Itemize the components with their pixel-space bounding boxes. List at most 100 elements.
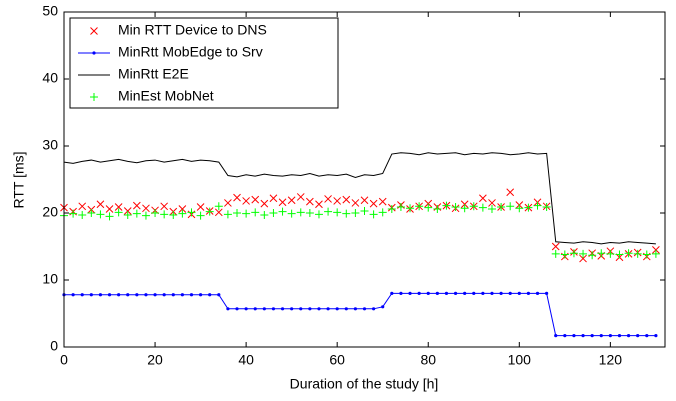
x-tick-label: 120 — [599, 352, 623, 368]
legend-label: MinEst MobNet — [118, 88, 214, 104]
plus-marker — [351, 209, 360, 217]
plus-marker — [205, 207, 214, 216]
plus-marker — [105, 212, 114, 221]
x-marker — [296, 193, 305, 201]
dot-marker — [581, 334, 585, 338]
plus-marker — [251, 208, 260, 217]
x-marker — [324, 195, 332, 203]
plus-marker — [342, 209, 351, 218]
x-marker — [96, 200, 105, 209]
dot-marker — [399, 291, 403, 295]
x-marker — [306, 197, 314, 206]
x-marker — [424, 199, 433, 208]
plus-marker — [233, 209, 242, 217]
dot-marker — [563, 334, 567, 338]
dot-marker — [126, 293, 130, 297]
x-marker — [278, 198, 287, 207]
dot-marker — [490, 291, 494, 295]
series-line — [63, 152, 656, 245]
x-marker — [78, 202, 87, 211]
dot-marker — [599, 334, 603, 338]
x-marker — [214, 208, 223, 217]
plus-marker — [506, 202, 515, 211]
dot-marker — [71, 293, 75, 297]
x-marker — [378, 197, 387, 206]
plus-marker — [269, 209, 278, 217]
plus-marker — [406, 204, 415, 213]
dot-marker — [517, 291, 521, 295]
plus-marker — [396, 202, 405, 211]
dot-marker — [472, 291, 476, 295]
plus-marker — [597, 249, 606, 258]
x-marker — [105, 205, 114, 213]
dot-marker — [535, 291, 540, 295]
plus-marker — [132, 209, 141, 218]
legend-label: Min RTT Device to DNS — [118, 22, 267, 38]
dot-marker — [508, 291, 512, 295]
dot-marker — [189, 293, 194, 297]
x-marker — [178, 205, 187, 213]
plus-marker — [615, 250, 624, 259]
plus-marker — [524, 203, 533, 212]
dot-marker — [89, 293, 93, 297]
dot-marker — [654, 334, 658, 338]
dot-marker — [299, 307, 303, 311]
plus-marker — [90, 93, 98, 101]
dot-marker — [608, 334, 612, 338]
x-marker — [333, 197, 342, 205]
plus-marker — [187, 208, 196, 217]
x-axis-label: Duration of the study [h] — [290, 376, 439, 392]
dot-marker — [208, 293, 212, 297]
dot-marker — [226, 307, 230, 311]
x-tick-label: 20 — [147, 352, 163, 368]
x-tick-label: 100 — [508, 352, 532, 368]
x-tick-label: 0 — [60, 352, 68, 368]
x-marker — [260, 199, 269, 208]
x-tick-label: 40 — [238, 352, 254, 368]
dot-marker — [107, 293, 112, 297]
plus-marker — [178, 209, 187, 218]
dot-marker — [390, 291, 394, 295]
dot-marker — [308, 307, 312, 311]
plus-marker — [415, 202, 424, 211]
plus-marker — [497, 202, 506, 211]
dot-marker — [80, 293, 84, 297]
plus-marker — [296, 208, 305, 217]
dot-marker — [253, 307, 257, 311]
plus-marker — [360, 206, 369, 215]
dot-marker — [408, 291, 412, 295]
x-marker — [351, 199, 360, 207]
plus-marker — [169, 211, 178, 220]
plus-marker — [560, 250, 569, 259]
y-tick-label: 10 — [42, 271, 58, 287]
dot-marker — [317, 307, 321, 311]
plus-marker — [387, 204, 396, 213]
plus-marker — [378, 208, 387, 217]
plus-marker — [141, 211, 150, 220]
dot-marker — [135, 293, 139, 297]
plus-marker — [478, 203, 487, 212]
dot-marker — [499, 291, 503, 295]
dot-marker — [335, 307, 339, 311]
plus-marker — [442, 201, 451, 210]
legend-label: MinRtt E2E — [118, 66, 189, 82]
plus-marker — [287, 209, 296, 218]
plus-marker — [633, 249, 642, 258]
plus-marker — [214, 202, 223, 211]
dot-marker — [645, 334, 649, 338]
dot-marker — [417, 291, 421, 295]
y-tick-label: 50 — [42, 3, 58, 19]
dot-marker — [217, 293, 221, 297]
plus-marker — [324, 207, 333, 216]
x-marker — [160, 202, 169, 211]
dot-marker — [426, 291, 430, 295]
plus-marker — [151, 209, 160, 217]
x-marker — [479, 194, 487, 203]
dot-marker — [92, 51, 96, 55]
dot-marker — [481, 291, 485, 295]
dot-marker — [453, 291, 458, 295]
plus-marker — [333, 208, 342, 217]
x-marker — [369, 199, 378, 208]
plus-marker — [651, 249, 660, 258]
